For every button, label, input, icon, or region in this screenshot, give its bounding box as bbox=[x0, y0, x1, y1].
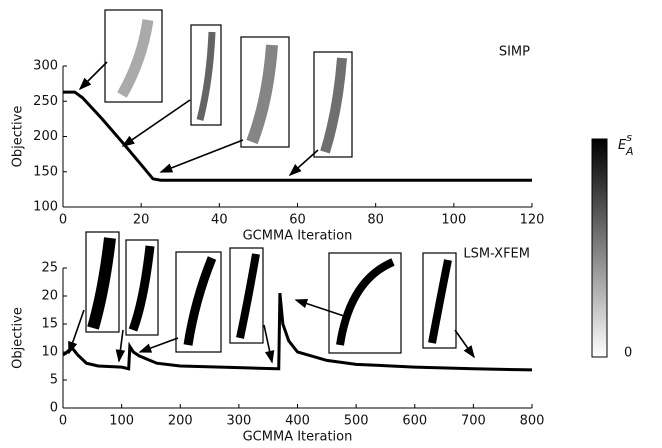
panel-label: SIMP bbox=[499, 45, 530, 60]
y-tick-label: 250 bbox=[33, 94, 58, 109]
x-tick-label: 700 bbox=[461, 414, 486, 429]
y-tick-label: 150 bbox=[33, 164, 58, 179]
x-tick-label: 400 bbox=[285, 414, 310, 429]
y-axis-label: Objective bbox=[11, 307, 26, 369]
x-tick-label: 60 bbox=[289, 213, 306, 228]
x-tick-label: 800 bbox=[520, 414, 545, 429]
x-tick-label: 80 bbox=[367, 213, 384, 228]
panel-label: LSM-XFEM bbox=[463, 247, 530, 262]
x-axis-label: GCMMA Iteration bbox=[243, 229, 353, 244]
x-tick-label: 100 bbox=[441, 213, 466, 228]
y-tick-label: 200 bbox=[33, 129, 58, 144]
x-axis-label: GCMMA Iteration bbox=[243, 430, 353, 445]
x-tick-label: 100 bbox=[109, 414, 134, 429]
figure: EsA 0 020406080100120100150200250300GCMM… bbox=[0, 0, 662, 448]
x-tick-label: 0 bbox=[59, 414, 67, 429]
colorbar-tick-label: 0 bbox=[624, 346, 632, 361]
data-line bbox=[63, 92, 532, 180]
x-tick-label: 600 bbox=[402, 414, 427, 429]
y-tick-label: 0 bbox=[50, 401, 58, 416]
x-tick-label: 0 bbox=[59, 213, 67, 228]
x-tick-label: 120 bbox=[520, 213, 545, 228]
y-tick-label: 10 bbox=[41, 345, 58, 360]
x-tick-label: 20 bbox=[133, 213, 150, 228]
y-tick-label: 5 bbox=[50, 373, 58, 388]
colorbar-sup: s bbox=[626, 131, 632, 144]
x-tick-label: 40 bbox=[211, 213, 228, 228]
colorbar-sub: A bbox=[625, 145, 634, 158]
x-tick-label: 500 bbox=[344, 414, 369, 429]
x-tick-label: 300 bbox=[226, 414, 251, 429]
x-tick-label: 200 bbox=[168, 414, 193, 429]
y-tick-label: 20 bbox=[41, 289, 58, 304]
y-axis-label: Objective bbox=[11, 106, 26, 168]
colorbar bbox=[592, 139, 607, 357]
y-tick-label: 25 bbox=[41, 261, 58, 276]
y-tick-label: 300 bbox=[33, 59, 58, 74]
y-tick-label: 15 bbox=[41, 317, 58, 332]
y-tick-label: 100 bbox=[33, 200, 58, 215]
